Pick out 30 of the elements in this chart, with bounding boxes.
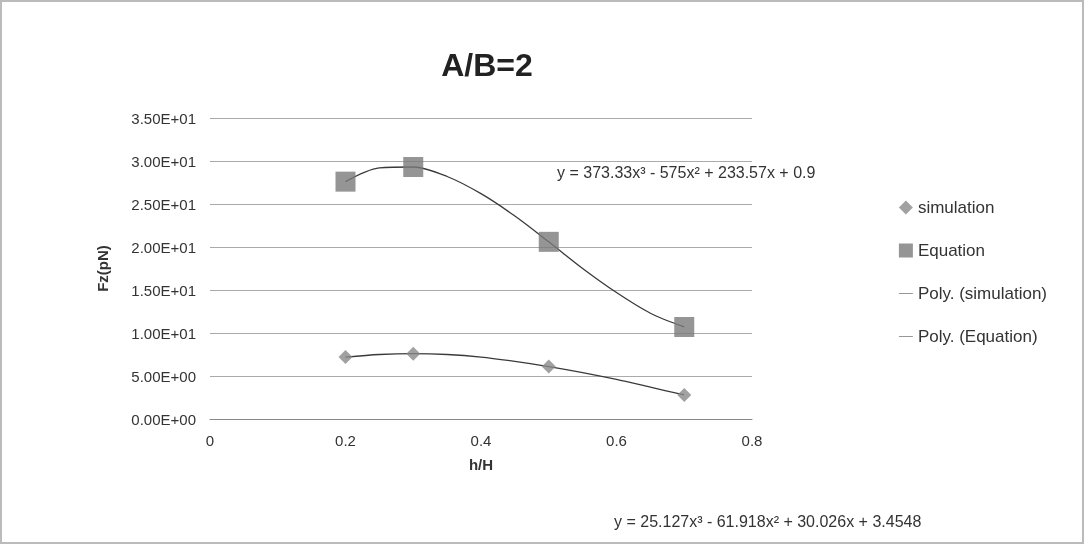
x-tick-label: 0.6 (606, 432, 627, 449)
x-tick-label: 0 (205, 432, 215, 449)
legend-label: Poly. (simulation) (917, 284, 1048, 303)
legend-label: simulation (917, 198, 995, 217)
x-axis-title: h/H (468, 456, 494, 473)
y-tick-label: 3.50E+01 (131, 109, 196, 127)
point (677, 387, 692, 402)
y-tick-label: 3.00E+01 (131, 152, 196, 170)
text: y = 25.127x³ - 61.918x² + 30.026x + 3.4548 (614, 512, 922, 530)
annotation: y = 373.33x³ - 575x² + 233.57x + 0.9 (557, 163, 816, 181)
y-tick-label: 2.50E+01 (131, 195, 196, 213)
y-axis-title: Fz(pN) (94, 245, 111, 292)
point (338, 350, 353, 365)
x-tick-label: 0.2 (335, 432, 356, 449)
point (403, 157, 424, 178)
y-tick-label: 0.00E+00 (131, 410, 196, 428)
chart-title: A/B=2 (441, 47, 533, 83)
y-tick-label: 5.00E+00 (131, 367, 196, 385)
point (538, 231, 559, 252)
point (541, 359, 556, 374)
point (674, 316, 695, 337)
point (335, 171, 356, 192)
legend-label: Equation (917, 241, 986, 260)
x-tick-label: 0.4 (470, 432, 492, 449)
y-tick-label: 1.50E+01 (131, 281, 196, 299)
point (406, 346, 421, 361)
x-tick-label: 0.8 (741, 432, 763, 449)
y-tick-label: 1.00E+01 (131, 324, 196, 342)
y-tick-label: 2.00E+01 (131, 238, 196, 256)
legend-label: Poly. (Equation) (917, 327, 1038, 346)
